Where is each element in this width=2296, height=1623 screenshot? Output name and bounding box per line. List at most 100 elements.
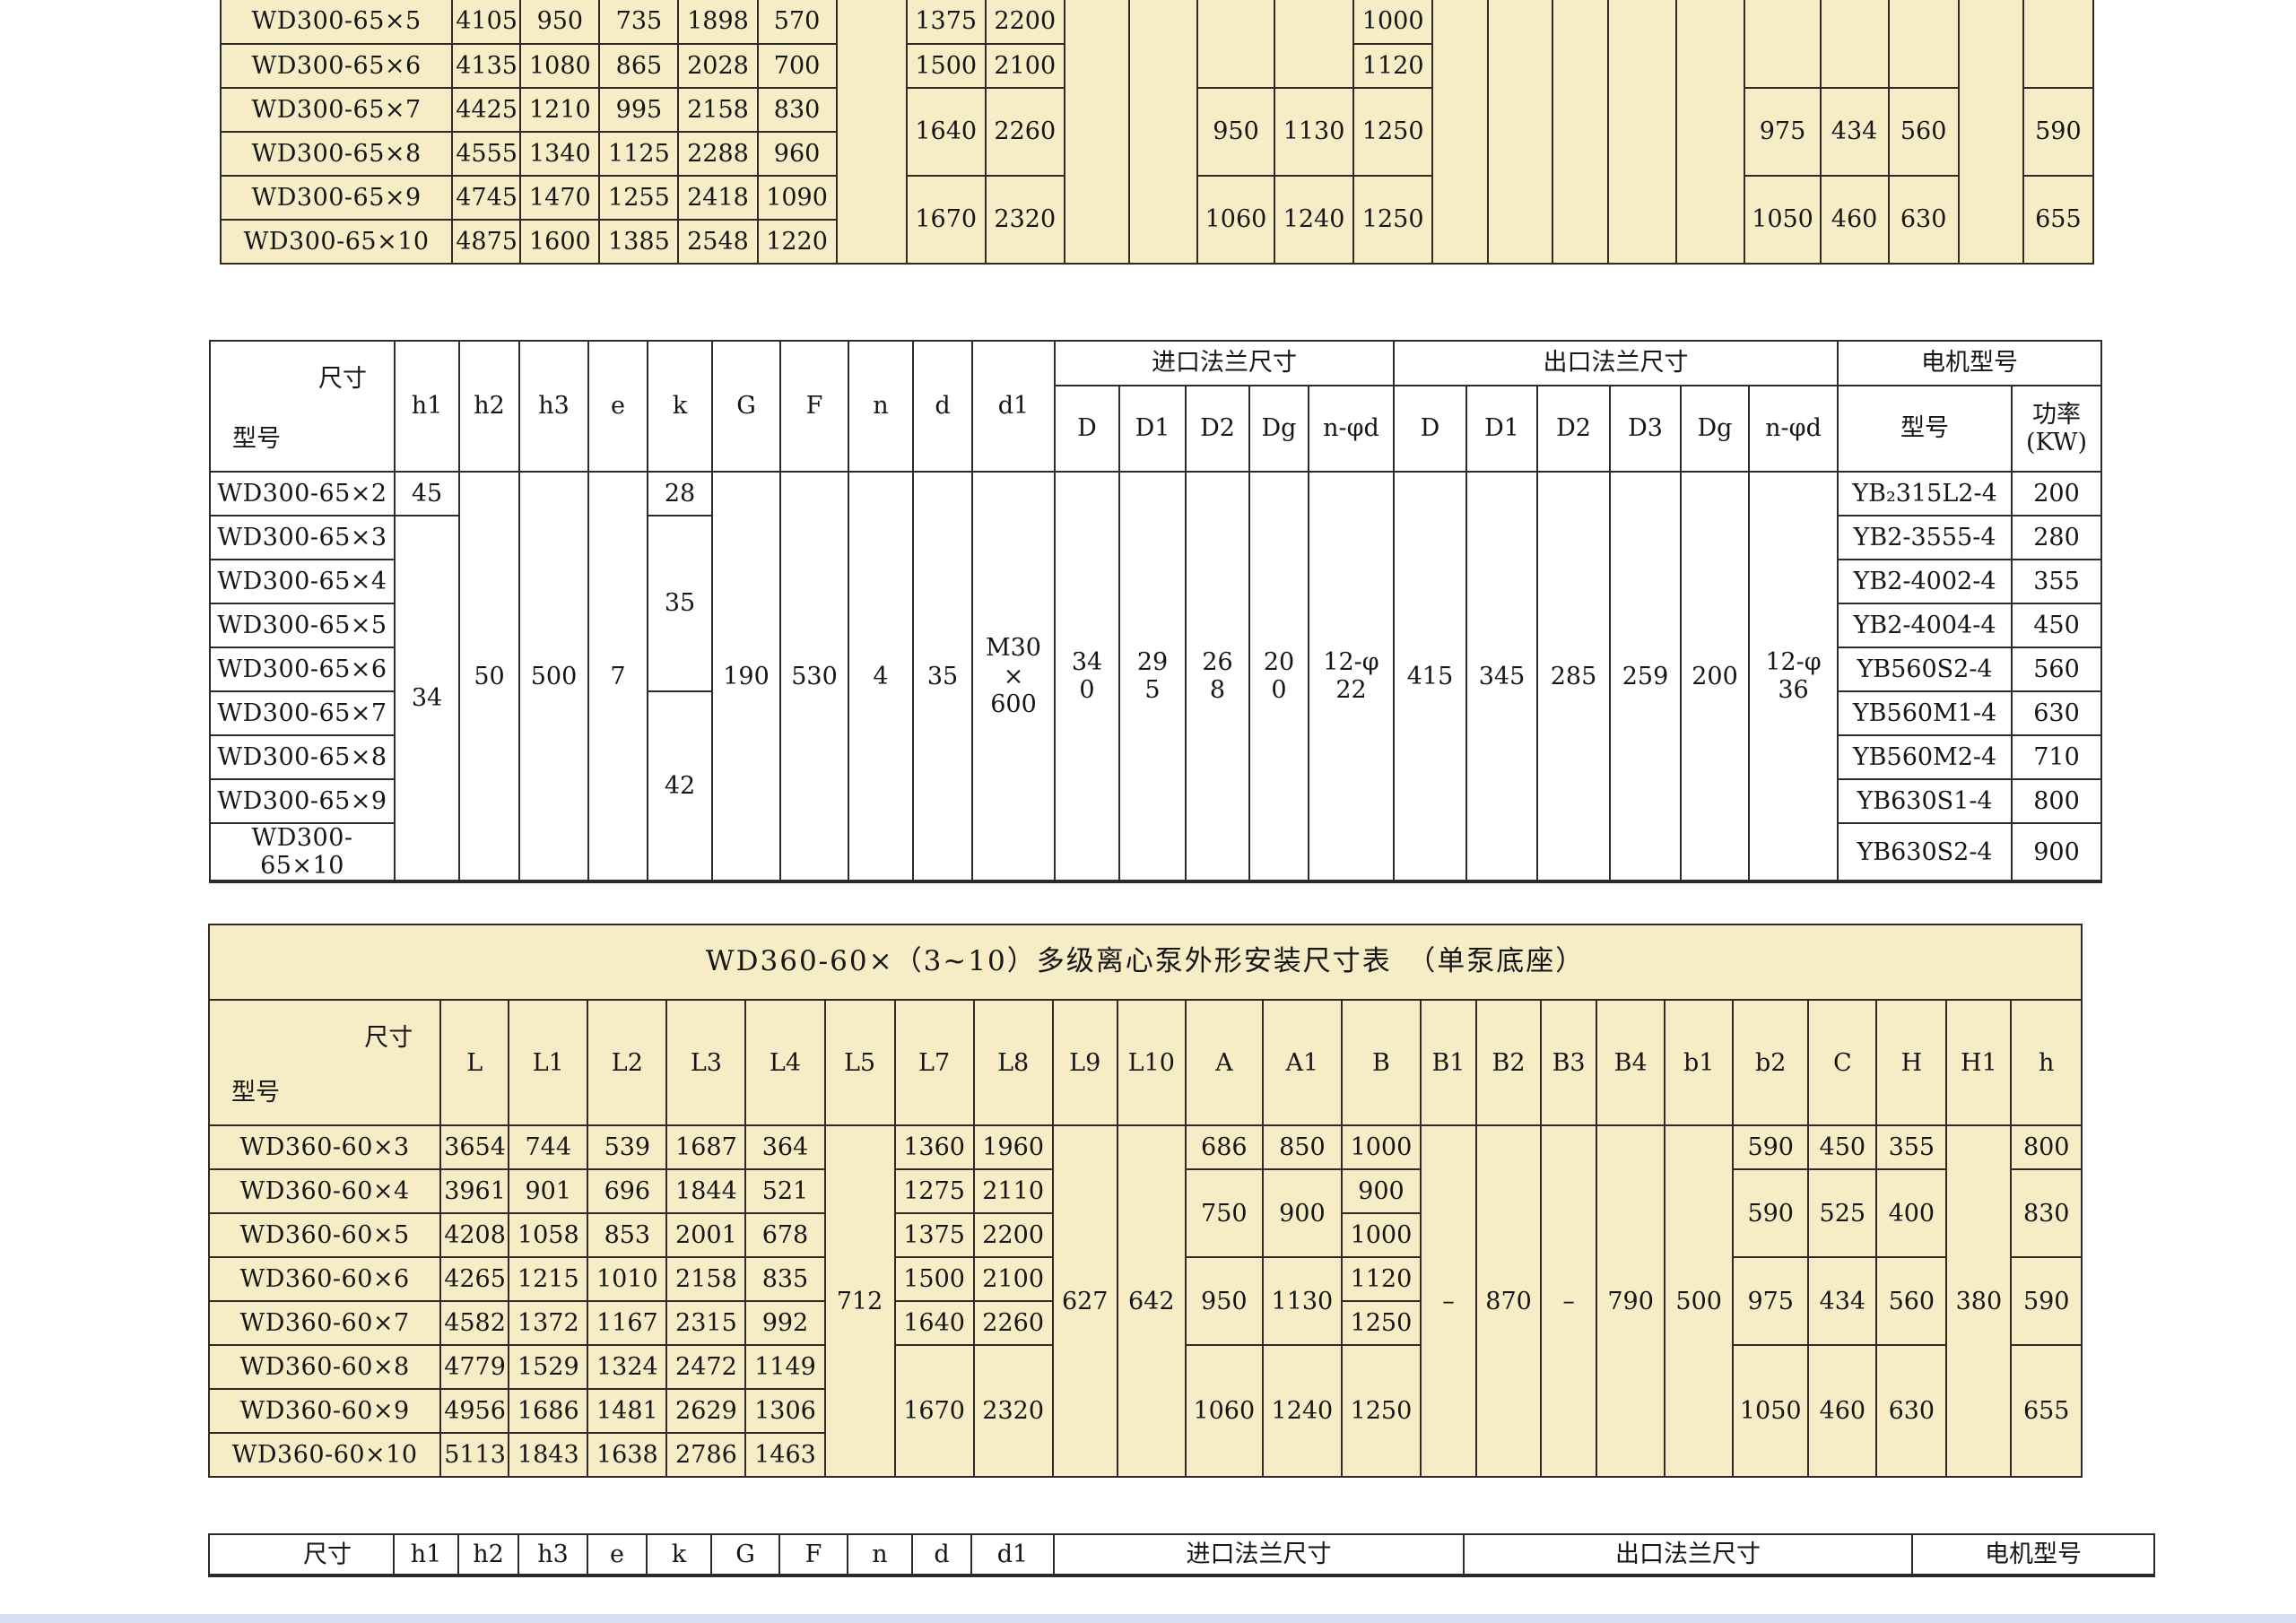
column-header: d — [912, 340, 973, 473]
model-cell: WD300-65×3 — [209, 515, 396, 560]
column-header: n-φd — [1308, 385, 1395, 473]
cell: 34 — [394, 514, 460, 883]
cell: 434 — [1819, 87, 1890, 177]
cell: 1385 — [598, 219, 680, 265]
column-header: A1 — [1261, 999, 1343, 1127]
cell: 630 — [1875, 1344, 1948, 1479]
table-row: WD360-60×5 4208 1058 853 2001 678 1375 2200 1000 — [207, 1212, 2082, 1259]
table-row: WD300-65×5 4105 950 735 1898 570 1375 2200 1000 — [219, 0, 2095, 265]
table-row: D D1 D2 Dg n-φd D D1 D2 D3 Dg n-φd 型号 功率 (KW) — [210, 385, 2103, 473]
column-header: b1 — [1664, 999, 1735, 1127]
cell: 1215 — [508, 1256, 589, 1303]
cell: 1240 — [1274, 175, 1355, 265]
cell — [1887, 0, 1960, 89]
cell: 1638 — [587, 1432, 668, 1479]
column-header: h1 — [394, 340, 460, 473]
column-header: G — [710, 1533, 780, 1577]
cell: 950 — [1184, 1256, 1264, 1347]
cell: 1250 — [1352, 87, 1434, 177]
cell: YB630S1-4 — [1837, 778, 2013, 824]
column-header: F — [779, 340, 849, 473]
cell: 1000 — [1352, 0, 1434, 45]
cell: 2001 — [665, 1212, 747, 1259]
cell: YB560M1-4 — [1837, 690, 2013, 736]
cell: 450 — [2011, 603, 2103, 648]
cell: 992 — [744, 1300, 826, 1347]
cell: 2110 — [972, 1168, 1054, 1215]
table-row: WD300-65×7 4425 1210 995 2158 830 1640 2260 950 1… — [219, 87, 2095, 177]
table-row: WD300-65×3 34 35 YB2-3555-4 280 — [209, 514, 2103, 883]
cell: – — [1419, 1124, 1478, 1479]
model-cell: WD360-60×6 — [207, 1256, 442, 1303]
cell: 2320 — [984, 175, 1065, 265]
column-header: D1 — [1465, 385, 1538, 473]
column-header: h3 — [517, 1533, 588, 1577]
cell: 4555 — [451, 131, 522, 177]
model-cell: WD300-65×6 — [209, 647, 396, 692]
cell: 4745 — [451, 175, 522, 221]
cell: 4956 — [439, 1388, 510, 1435]
table-row: WD300-65×7 42 YB560M1-4 630 — [209, 690, 2103, 883]
cell: 34 0 — [1054, 470, 1120, 883]
column-header: n-φd — [1747, 385, 1839, 473]
model-cell: WD360-60×3 — [207, 1124, 442, 1171]
table-title: WD360-60×（3~10）多级离心泵外形安装尺寸表 （单泵底座） — [208, 924, 2083, 1002]
cell: 1220 — [756, 219, 838, 265]
cell: 1210 — [519, 87, 601, 133]
table-row: WD300-65×6 YB560S2-4 560 — [209, 647, 2103, 692]
cell: 1149 — [744, 1344, 826, 1391]
column-header: D — [1054, 385, 1120, 473]
column-header: Dg — [1680, 385, 1750, 473]
cell: 560 — [1875, 1256, 1948, 1347]
cell: 590 — [2022, 87, 2095, 177]
cell: YB2-3555-4 — [1837, 515, 2013, 560]
cell: 710 — [2011, 734, 2103, 780]
cell: 35 — [647, 515, 713, 692]
cell: 2315 — [665, 1300, 747, 1347]
cell: 500 — [1664, 1124, 1735, 1479]
table-row: WD300-65×8 YB560M2-4 710 — [209, 734, 2103, 780]
cell: 590 — [1732, 1168, 1810, 1259]
cell: 4779 — [439, 1344, 510, 1391]
cell: 12-φ 36 — [1747, 470, 1839, 883]
cell: 560 — [2011, 647, 2103, 692]
size-model-diagonal-header: 尺寸 型号 — [207, 999, 442, 1127]
cell: 570 — [756, 0, 838, 45]
cell: 29 5 — [1118, 470, 1187, 883]
column-header: L3 — [665, 999, 747, 1127]
cell: 1000 — [1340, 1212, 1422, 1259]
cell: 995 — [598, 87, 680, 133]
cell: 28 — [647, 471, 713, 516]
column-header: B3 — [1540, 999, 1598, 1127]
column-header: B2 — [1475, 999, 1543, 1127]
cell: 1120 — [1340, 1256, 1422, 1303]
cell: 460 — [1819, 175, 1890, 265]
column-header: h2 — [458, 340, 520, 473]
cell: 1130 — [1274, 87, 1355, 177]
cell: 678 — [744, 1212, 826, 1259]
column-header: d1 — [970, 1533, 1055, 1577]
cell: 4875 — [451, 219, 522, 265]
cell: 1060 — [1196, 175, 1276, 265]
cell: 345 — [1465, 470, 1538, 883]
motor-power-header: 功率 (KW) — [2011, 385, 2103, 473]
inlet-flange-group-header: 进口法兰尺寸 — [1054, 340, 1395, 386]
cell: YB560M2-4 — [1837, 734, 2013, 780]
cell: 1670 — [893, 1344, 975, 1479]
column-header: L7 — [893, 999, 975, 1127]
cell: 744 — [508, 1124, 589, 1171]
cell: 2320 — [972, 1344, 1054, 1479]
column-header: n — [847, 1533, 913, 1577]
cell: 1060 — [1184, 1344, 1264, 1479]
cell: 686 — [1184, 1124, 1264, 1171]
cell: 655 — [2022, 175, 2095, 265]
cell: 521 — [744, 1168, 826, 1215]
cell: 1130 — [1261, 1256, 1343, 1347]
table-row: WD300-65×2 45 50 500 7 28 190 530 4 35 M30 × 600 34… — [209, 470, 2103, 883]
cell: 355 — [2011, 559, 2103, 604]
cell: 285 — [1536, 470, 1611, 883]
table-row: WD360-60×8 4779 1529 1324 2472 1149 1670 2320 10… — [207, 1344, 2083, 1479]
column-header: D3 — [1609, 385, 1682, 473]
cell: YB560S2-4 — [1837, 647, 2013, 692]
diagonal-label-model: 型号 — [232, 424, 281, 453]
